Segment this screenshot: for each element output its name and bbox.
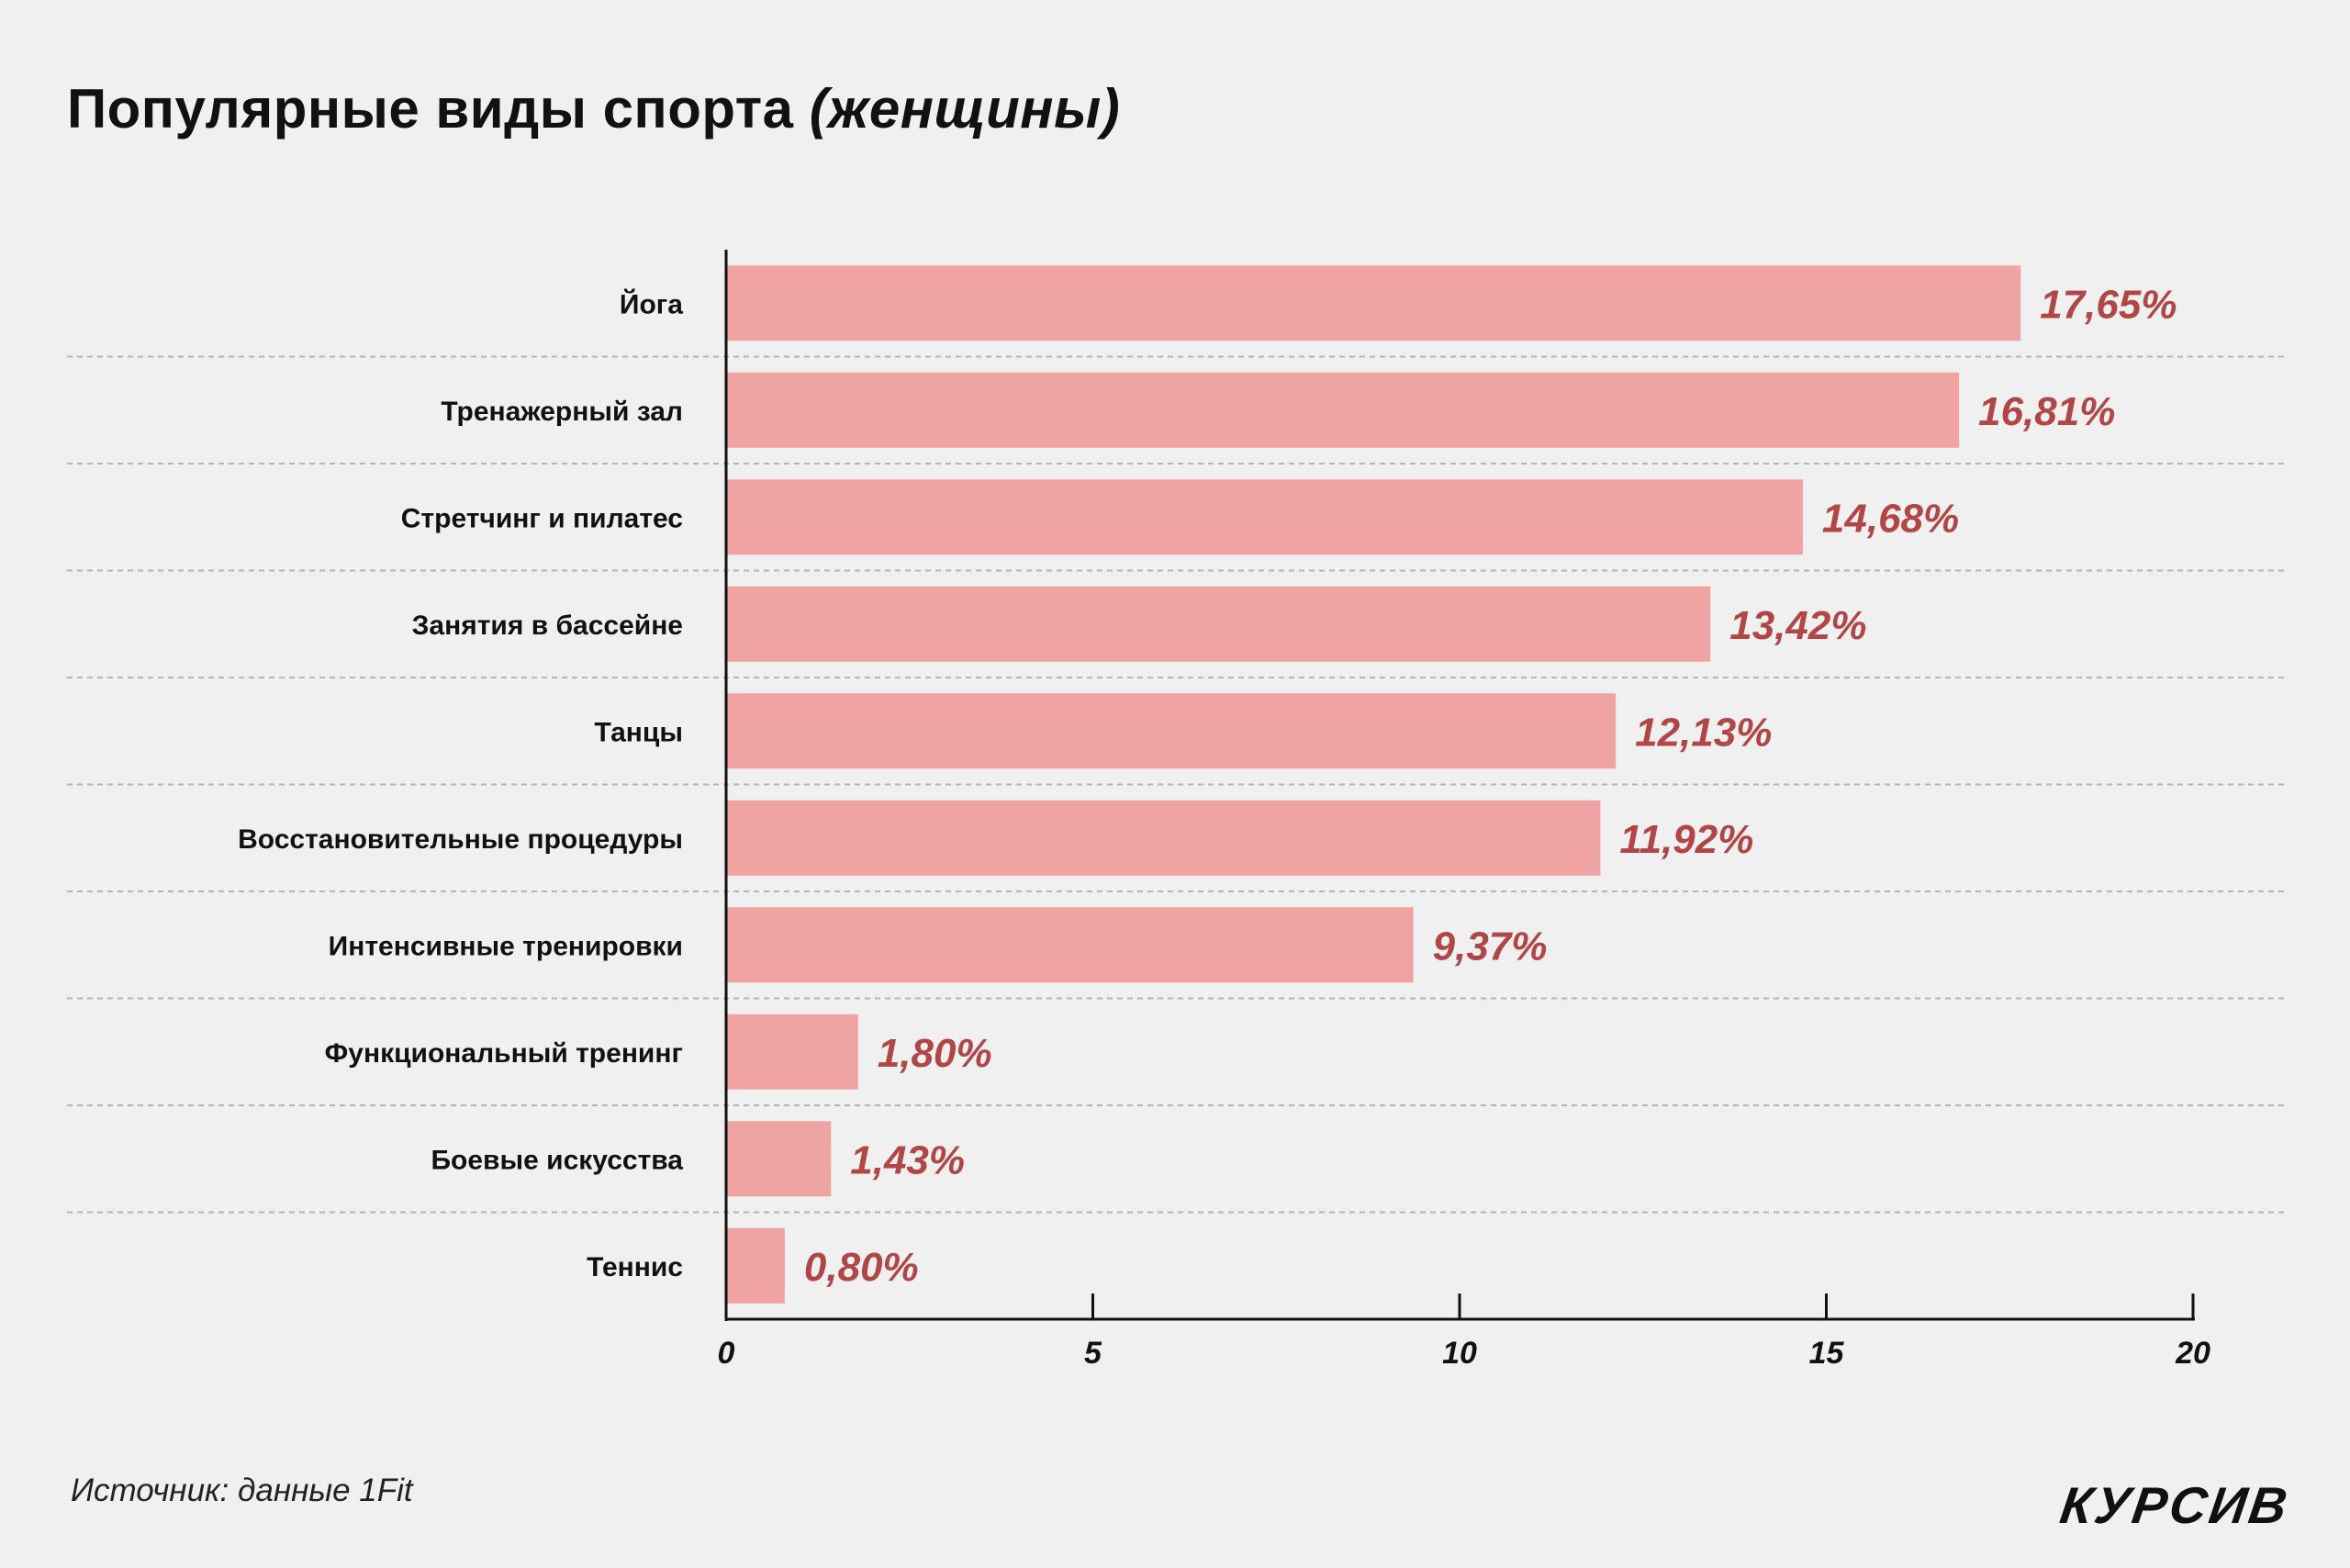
bar	[726, 907, 1414, 983]
source-note: Источник: данные 1Fit	[71, 1473, 413, 1508]
chart-title-sub: (женщины)	[809, 78, 1121, 140]
chart-title-main: Популярные виды спорта	[67, 78, 794, 140]
bar-chart: Йога Тренажерный зал Стретчинг и пилатес За…	[67, 250, 2284, 1371]
x-tick-label: 10	[1442, 1336, 1477, 1371]
value-label: 13,42%	[1729, 603, 1866, 648]
category-label: Боевые искусства	[431, 1145, 683, 1175]
category-label: Танцы	[595, 717, 683, 747]
x-tick-label: 15	[1809, 1336, 1845, 1371]
brand-logo: КУРСИВ	[2056, 1476, 2294, 1534]
bar	[726, 800, 1601, 876]
category-label: Восстановительные процедуры	[238, 824, 683, 855]
chart-title: Популярные виды спорта (женщины)	[67, 77, 1120, 140]
x-tick-label: 20	[2175, 1336, 2210, 1371]
x-tick-label: 0	[718, 1336, 735, 1371]
value-label: 16,81%	[1978, 389, 2115, 434]
value-label: 17,65%	[2040, 282, 2177, 327]
value-label: 9,37%	[1433, 924, 1548, 969]
bar	[726, 372, 1960, 448]
category-label: Йога	[620, 288, 683, 319]
bar	[726, 693, 1617, 769]
value-label: 12,13%	[1635, 710, 1772, 755]
value-label: 14,68%	[1822, 496, 1959, 541]
value-labels: 17,65% 16,81% 14,68% 13,42% 12,13% 11,92% 9,37…	[804, 282, 2177, 1290]
category-label: Теннис	[587, 1252, 683, 1282]
bar	[726, 1014, 858, 1090]
value-label: 1,43%	[850, 1137, 965, 1182]
category-label: Интенсивные тренировки	[329, 931, 683, 961]
category-label: Функциональный тренинг	[325, 1038, 683, 1069]
bars	[726, 265, 2021, 1304]
bar	[726, 265, 2021, 342]
value-label: 1,80%	[878, 1031, 992, 1076]
category-label: Стретчинг и пилатес	[401, 503, 683, 533]
category-labels: Йога Тренажерный зал Стретчинг и пилатес За…	[238, 288, 683, 1282]
category-label: Занятия в бассейне	[412, 610, 683, 641]
x-tick-label: 5	[1084, 1336, 1102, 1371]
value-label: 11,92%	[1619, 817, 1753, 862]
axes: 0 5 10 15 20	[718, 250, 2210, 1371]
bar	[726, 1121, 832, 1197]
category-label: Тренажерный зал	[441, 397, 683, 427]
bar	[726, 479, 1803, 555]
bar	[726, 1227, 785, 1304]
bar	[726, 586, 1711, 662]
value-label: 0,80%	[804, 1245, 919, 1290]
